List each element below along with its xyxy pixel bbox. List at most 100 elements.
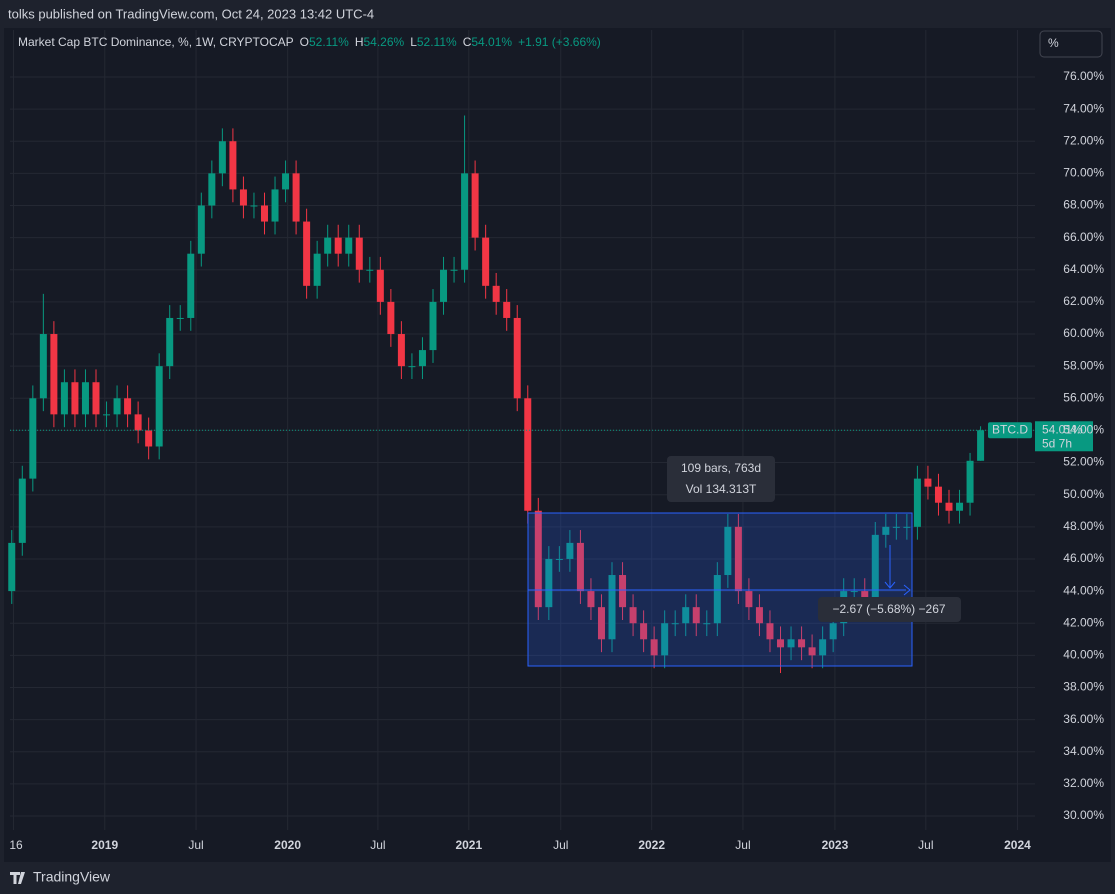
x-tick-label: 2021 <box>455 838 482 852</box>
candle-body <box>619 575 627 608</box>
candle-body <box>903 526 911 528</box>
measure-change: −2.67 (−5.68%) −267 <box>832 602 945 616</box>
measure-arrow <box>884 581 896 589</box>
candle-body <box>282 173 290 190</box>
candle-body <box>956 502 964 511</box>
x-tick-label: 16 <box>9 838 23 852</box>
measure-bars: 109 bars, 763d <box>681 461 761 475</box>
candle-body <box>576 542 584 592</box>
legend: Market Cap BTC Dominance, %, 1W, CRYPTOC… <box>18 35 601 49</box>
y-tick-label: 34.00% <box>1063 744 1104 758</box>
y-tick-label: 36.00% <box>1063 712 1104 726</box>
y-tick-label: 74.00% <box>1063 101 1104 115</box>
chart-panel <box>4 28 1111 862</box>
x-tick-label: Jul <box>918 838 933 852</box>
candle-body <box>271 189 279 222</box>
candle-body <box>587 591 595 608</box>
candle-body <box>18 478 26 543</box>
candle-body <box>829 623 837 640</box>
candle-body <box>103 414 111 416</box>
y-tick-label: 48.00% <box>1063 519 1104 533</box>
x-tick-label: Jul <box>553 838 568 852</box>
y-tick-label: 76.00% <box>1063 69 1104 83</box>
candle-body <box>629 607 637 624</box>
candle-body <box>850 591 858 593</box>
price-tag-countdown: 5d 7h <box>1042 436 1072 450</box>
candle-body <box>640 623 648 640</box>
candle-body <box>334 237 342 254</box>
h-key: H <box>355 35 364 49</box>
candle-body <box>703 623 711 625</box>
candle-body <box>682 607 690 624</box>
l-value: 52.11% <box>417 35 457 49</box>
candle-body <box>513 317 521 399</box>
candle-body <box>798 639 806 648</box>
measure-change-box <box>818 597 961 622</box>
measure-tooltip <box>667 456 775 502</box>
measure-arrow <box>903 584 911 596</box>
l-key: L <box>410 35 417 49</box>
x-tick-label: 2019 <box>91 838 118 852</box>
candle-body <box>92 382 100 415</box>
x-tick-label: Jul <box>735 838 750 852</box>
candle-body <box>966 460 974 503</box>
candle-body <box>661 623 669 656</box>
symbol-tag-label: BTC.D <box>992 422 1028 436</box>
candle-body <box>882 526 890 535</box>
candle-body <box>197 205 205 254</box>
scale-button[interactable] <box>1039 30 1103 58</box>
candle-body <box>366 269 374 271</box>
candle-body <box>250 205 258 207</box>
candle-body <box>345 237 353 254</box>
candle-body <box>545 558 553 608</box>
candle-body <box>608 575 616 640</box>
candle-body <box>450 269 458 271</box>
candle-body <box>8 542 16 592</box>
y-tick-label: 70.00% <box>1063 166 1104 180</box>
symbol-tag <box>988 422 1032 439</box>
y-tick-label: 56.00% <box>1063 390 1104 404</box>
candle-body <box>81 382 89 415</box>
candle-body <box>977 430 985 461</box>
price-tag-value: 54.01% <box>1042 422 1083 436</box>
change: +1.91 (+3.66%) <box>518 35 601 49</box>
y-tick-label: 64.00% <box>1063 262 1104 276</box>
candle-body <box>303 221 311 286</box>
candle-body <box>387 301 395 335</box>
x-tick-label: Jul <box>370 838 385 852</box>
candle-body <box>671 623 679 625</box>
candle-body <box>124 398 132 415</box>
x-tick-label: 2023 <box>822 838 849 852</box>
y-tick-label: 46.00% <box>1063 551 1104 565</box>
candle-body <box>534 510 542 608</box>
candle-body <box>724 526 732 576</box>
candle-body <box>408 366 416 368</box>
candle-body <box>218 141 226 174</box>
candle-body <box>113 398 121 415</box>
c-key: C <box>463 35 472 49</box>
candle-body <box>597 607 605 640</box>
y-tick-label: 50.00% <box>1063 487 1104 501</box>
candle-body <box>461 173 469 270</box>
y-tick-label: 60.00% <box>1063 326 1104 340</box>
candle-body <box>934 486 942 503</box>
price-tag-box <box>1035 421 1093 452</box>
candle-body <box>440 269 448 302</box>
brand: TradingView <box>33 869 111 885</box>
plot-area <box>8 30 1035 830</box>
candle-body <box>766 623 774 640</box>
candle-body <box>208 173 216 206</box>
candle-body <box>39 334 47 399</box>
y-tick-label: 54.00% <box>1063 423 1104 437</box>
candle-body <box>471 173 479 238</box>
candle-body <box>713 575 721 624</box>
candle-body <box>892 526 900 528</box>
y-tick-label: 44.00% <box>1063 583 1104 597</box>
candle-body <box>313 253 321 286</box>
candle-body <box>50 334 58 415</box>
symbol: Market Cap BTC Dominance, %, 1W, CRYPTOC… <box>18 35 294 49</box>
candle-body <box>808 647 816 656</box>
scale-button-label[interactable]: % <box>1048 36 1059 50</box>
candle-body <box>239 189 247 206</box>
candle-body <box>777 639 785 648</box>
